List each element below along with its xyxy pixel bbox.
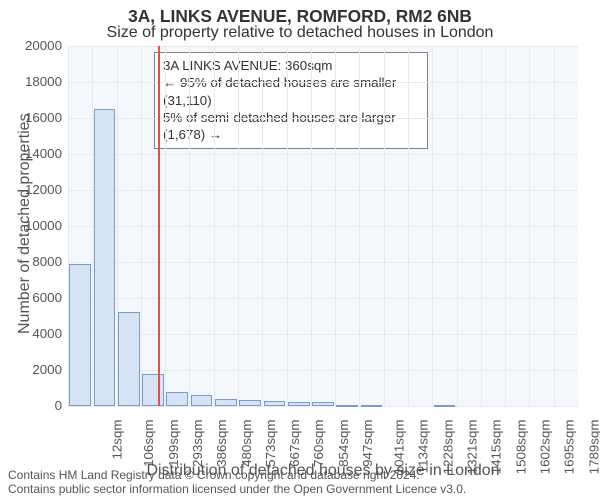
x-tick-label: 760sqm (311, 420, 326, 467)
reference-line (158, 46, 160, 406)
gridline-v (287, 46, 288, 406)
gridline-v (505, 46, 506, 406)
gridline-v (529, 46, 530, 406)
gridline-h (68, 190, 578, 191)
annotation-line-1: 3A LINKS AVENUE: 360sqm (163, 57, 419, 74)
gridline-h (68, 226, 578, 227)
chart-container: 3A, LINKS AVENUE, ROMFORD, RM2 6NB Size … (0, 0, 600, 500)
gridline-h (68, 46, 578, 47)
x-tick-label: 947sqm (360, 420, 375, 467)
gridline-v (384, 46, 385, 406)
x-tick-label: 1134sqm (415, 420, 430, 474)
histogram-bar (312, 402, 334, 406)
x-tick-label: 480sqm (238, 420, 253, 467)
histogram-bar (118, 312, 140, 406)
x-tick-label: 573sqm (263, 420, 278, 467)
histogram-bar (166, 392, 188, 406)
x-tick-label: 854sqm (336, 420, 351, 467)
gridline-h (68, 334, 578, 335)
gridline-v (238, 46, 239, 406)
y-tick-label: 16000 (0, 110, 62, 125)
x-tick-label: 1041sqm (392, 420, 407, 475)
x-tick-label: 1508sqm (513, 420, 528, 475)
y-tick-label: 4000 (0, 326, 62, 341)
histogram-bar (142, 374, 164, 406)
y-tick-label: 0 (0, 398, 62, 413)
gridline-v (335, 46, 336, 406)
x-tick-label: 1602sqm (537, 420, 552, 475)
footer-line-2: Contains public sector information licen… (8, 482, 466, 496)
annotation-line-3: 5% of semi-detached houses are larger (1… (163, 109, 419, 144)
histogram-bar (361, 405, 383, 407)
histogram-bar (191, 395, 213, 406)
histogram-bar (264, 401, 286, 406)
gridline-v (214, 46, 215, 406)
gridline-v (432, 46, 433, 406)
histogram-bar (69, 264, 91, 406)
x-tick-label: 199sqm (166, 420, 181, 467)
x-tick-label: 1415sqm (489, 420, 504, 475)
histogram-bar (94, 109, 116, 406)
histogram-bar (239, 400, 261, 406)
y-tick-label: 18000 (0, 74, 62, 89)
histogram-bar (288, 402, 310, 407)
x-tick-label: 386sqm (214, 420, 229, 467)
gridline-v (262, 46, 263, 406)
gridline-v (481, 46, 482, 406)
gridline-h (68, 82, 578, 83)
gridline-h (68, 154, 578, 155)
x-tick-label: 1228sqm (440, 420, 455, 475)
gridline-h (68, 262, 578, 263)
gridline-h (68, 406, 578, 407)
gridline-v (189, 46, 190, 406)
y-tick-label: 10000 (0, 218, 62, 233)
gridline-v (165, 46, 166, 406)
histogram-bar (434, 405, 456, 407)
gridline-v (554, 46, 555, 406)
x-tick-label: 1321sqm (464, 420, 479, 475)
y-tick-label: 12000 (0, 182, 62, 197)
y-tick-label: 6000 (0, 290, 62, 305)
gridline-h (68, 298, 578, 299)
y-tick-label: 8000 (0, 254, 62, 269)
gridline-v (359, 46, 360, 406)
chart-subtitle: Size of property relative to detached ho… (0, 24, 600, 42)
gridline-v (141, 46, 142, 406)
x-tick-label: 106sqm (141, 420, 156, 467)
gridline-h (68, 370, 578, 371)
gridline-v (408, 46, 409, 406)
x-tick-label: 1695sqm (562, 420, 577, 475)
x-tick-label: 1789sqm (586, 420, 600, 475)
x-tick-label: 12sqm (110, 420, 125, 460)
histogram-bar (336, 405, 358, 407)
annotation-box: 3A LINKS AVENUE: 360sqm ← 95% of detache… (154, 52, 428, 149)
annotation-line-2: ← 95% of detached houses are smaller (31… (163, 74, 419, 109)
x-tick-label: 667sqm (287, 420, 302, 467)
x-tick-label: 293sqm (190, 420, 205, 467)
gridline-v (457, 46, 458, 406)
gridline-v (311, 46, 312, 406)
histogram-bar (215, 399, 237, 406)
y-tick-label: 14000 (0, 146, 62, 161)
y-tick-label: 20000 (0, 38, 62, 53)
y-tick-label: 2000 (0, 362, 62, 377)
gridline-h (68, 118, 578, 119)
